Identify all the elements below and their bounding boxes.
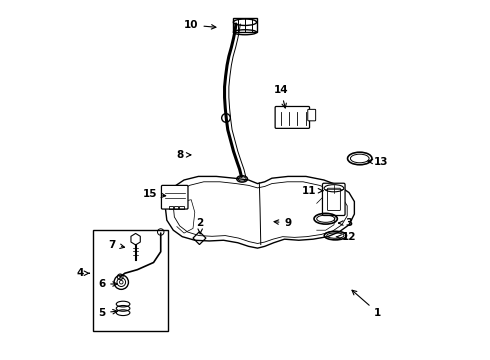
Text: 14: 14 [273, 85, 288, 108]
Text: 5: 5 [98, 308, 117, 318]
Bar [169, 206, 173, 210]
Bar [174, 206, 178, 210]
Text: 3: 3 [339, 218, 353, 228]
Text: 7: 7 [109, 239, 124, 249]
Bar [93, 230, 168, 330]
FancyBboxPatch shape [327, 188, 341, 211]
FancyBboxPatch shape [308, 109, 316, 121]
Circle shape [119, 276, 122, 278]
Text: 13: 13 [368, 157, 389, 167]
Bar [233, 18, 257, 32]
Text: 1: 1 [352, 290, 381, 318]
Text: 10: 10 [184, 20, 216, 30]
Bar [179, 206, 184, 210]
Text: 8: 8 [177, 150, 191, 160]
FancyBboxPatch shape [275, 107, 310, 129]
Text: 15: 15 [143, 189, 166, 199]
Text: 9: 9 [274, 218, 292, 228]
Text: 12: 12 [336, 232, 356, 242]
Text: 4: 4 [76, 268, 89, 278]
FancyBboxPatch shape [161, 185, 188, 209]
Text: 11: 11 [302, 186, 323, 196]
Text: 2: 2 [196, 218, 204, 234]
FancyBboxPatch shape [322, 183, 345, 216]
Text: 6: 6 [98, 279, 117, 289]
